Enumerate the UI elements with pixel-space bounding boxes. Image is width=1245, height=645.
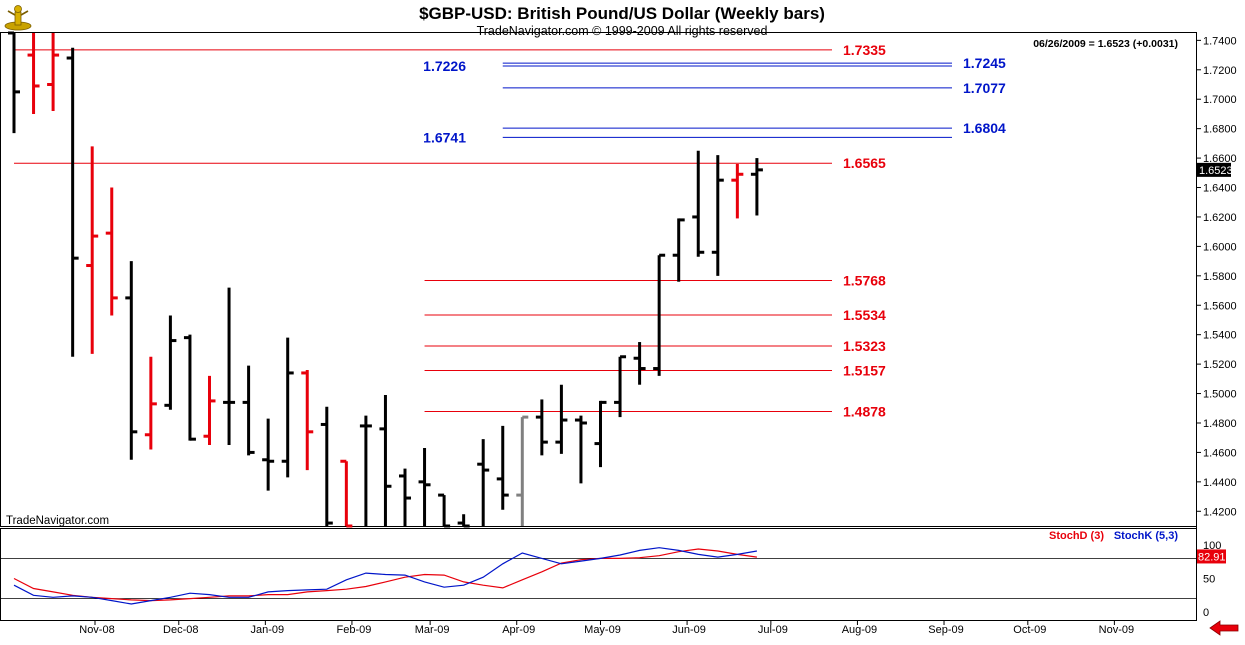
level-label-1.4878: 1.4878 — [843, 404, 886, 420]
level-label-1.6565: 1.6565 — [843, 155, 886, 171]
osc-tick-label: 0 — [1203, 607, 1209, 619]
level-label-1.7245: 1.7245 — [963, 55, 1006, 71]
trader-figure-logo-icon — [4, 5, 32, 31]
x-tick-label: Jun-09 — [672, 624, 706, 636]
x-tick-label: Dec-08 — [163, 624, 198, 636]
chart-title: $GBP-USD: British Pound/US Dollar (Weekl… — [419, 4, 825, 23]
quote-readout: 06/26/2009 = 1.6523 (+0.0031) — [1033, 38, 1178, 50]
price-tick-label: 1.7200 — [1203, 65, 1237, 77]
stochK-legend: StochK (5,3) — [1114, 530, 1179, 542]
x-tick-label: May-09 — [584, 624, 621, 636]
x-tick-label: Jan-09 — [251, 624, 285, 636]
level-label-1.5534: 1.5534 — [843, 307, 886, 323]
red-left-arrow-icon[interactable] — [1208, 620, 1240, 636]
axes: 1.7400 1.7200 1.7000 1.6800 1.6600 1.6400 1.62… — [79, 35, 1236, 636]
oscillator-panel-frame — [0, 528, 1197, 621]
level-label-1.7335: 1.7335 — [843, 42, 886, 58]
level-label-1.5768: 1.5768 — [843, 273, 886, 289]
x-tick-label: Sep-09 — [928, 624, 963, 636]
watermark: TradeNavigator.com — [6, 515, 109, 527]
price-panel-frame — [0, 32, 1197, 527]
price-tick-label: 1.6400 — [1203, 183, 1237, 195]
x-tick-label: Aug-09 — [842, 624, 877, 636]
price-tick-label: 1.7000 — [1203, 94, 1237, 106]
osc-tick-label: 50 — [1203, 574, 1215, 586]
osc-tick-label: 100 — [1203, 540, 1221, 552]
osc-last-value-label: 82.91 — [1198, 551, 1226, 563]
price-tick-label: 1.6800 — [1203, 124, 1237, 136]
price-tick-label: 1.6200 — [1203, 212, 1237, 224]
x-tick-label: Nov-08 — [79, 624, 114, 636]
price-tick-label: 1.4200 — [1203, 506, 1237, 518]
level-label-1.5157: 1.5157 — [843, 362, 886, 378]
osc-series-line — [13, 548, 757, 602]
price-tick-label: 1.7400 — [1203, 35, 1237, 47]
osc-last-value-box — [1197, 549, 1226, 564]
price-tick-label: 1.5800 — [1203, 271, 1237, 283]
level-label-1.6741: 1.6741 — [423, 129, 466, 145]
x-tick-label: Jul-09 — [758, 624, 788, 636]
last-price-box — [1197, 162, 1231, 177]
price-tick-label: 1.4800 — [1203, 418, 1237, 430]
stochD-legend: StochD (3) — [1049, 530, 1104, 542]
osc-series-line — [13, 547, 758, 605]
level-label-1.5323: 1.5323 — [843, 338, 886, 354]
x-tick-label: Mar-09 — [415, 624, 450, 636]
price-plot: 1.7335 1.7245 1.7226 1.7077 1.6804 1.6741 1.65… — [8, 31, 1006, 528]
chart-subtitle: TradeNavigator.com © 1999-2009 All right… — [477, 24, 768, 38]
price-tick-label: 1.5600 — [1203, 300, 1237, 312]
level-label-1.6804: 1.6804 — [963, 120, 1006, 136]
x-tick-label: Apr-09 — [502, 624, 535, 636]
x-tick-label: Nov-09 — [1099, 624, 1134, 636]
price-tick-label: 1.4600 — [1203, 447, 1237, 459]
price-tick-label: 1.5000 — [1203, 389, 1237, 401]
x-tick-label: Oct-09 — [1013, 624, 1046, 636]
oscillator-plot — [1, 547, 1196, 605]
last-price-label: 1.6523 — [1199, 165, 1233, 177]
price-tick-label: 1.5400 — [1203, 330, 1237, 342]
price-tick-label: 1.6600 — [1203, 153, 1237, 165]
level-label-1.7226: 1.7226 — [423, 58, 466, 74]
price-tick-label: 1.6000 — [1203, 241, 1237, 253]
price-tick-label: 1.4400 — [1203, 477, 1237, 489]
price-tick-label: 1.5200 — [1203, 359, 1237, 371]
x-tick-label: Feb-09 — [337, 624, 372, 636]
level-label-1.7077: 1.7077 — [963, 80, 1006, 96]
